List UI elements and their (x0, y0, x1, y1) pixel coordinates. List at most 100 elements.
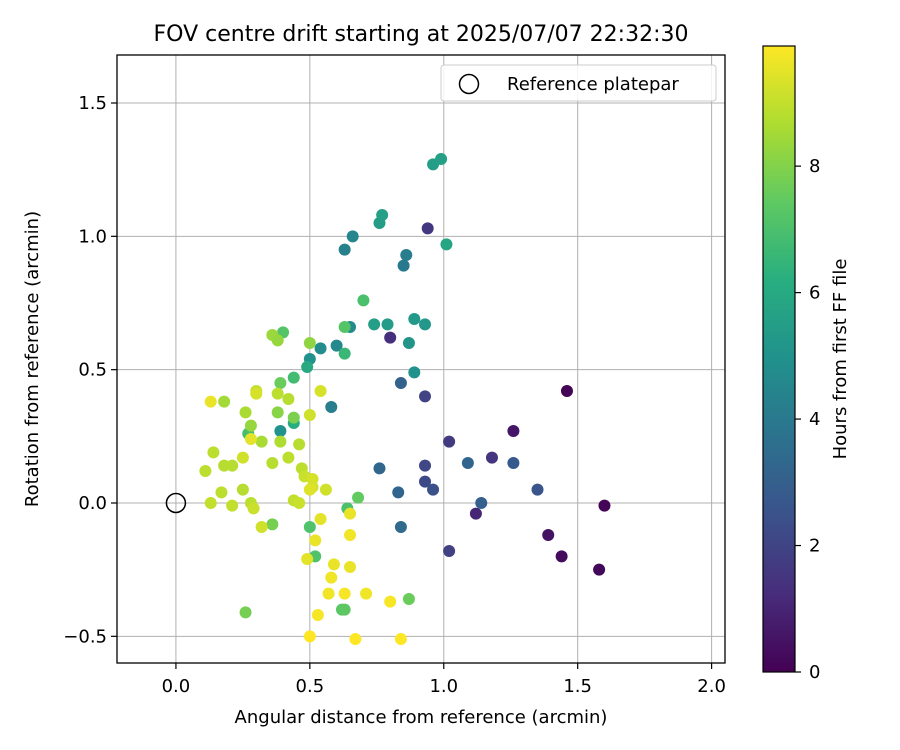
scatter-point (266, 457, 279, 469)
scatter-point (303, 483, 316, 496)
legend-marker-icon (458, 73, 480, 95)
legend-box (440, 64, 717, 102)
scatter-point (485, 451, 498, 464)
scatter-point (239, 606, 252, 619)
grid-lines (117, 55, 725, 663)
scatter-point (314, 385, 327, 397)
x-axis-label: Angular distance from reference (arcmin) (235, 707, 608, 728)
y-axis-ticks: −0.5 0.0 0.5 1.0 1.5 (63, 93, 117, 647)
plot-frame (116, 54, 726, 664)
scatter-point (274, 425, 287, 437)
scatter-point (344, 529, 357, 541)
scatter-point (397, 259, 410, 272)
scatter-point (373, 462, 386, 475)
scatter-point (402, 593, 415, 605)
scatter-point (327, 558, 340, 571)
scatter-point (360, 587, 373, 600)
scatter-point (271, 406, 284, 419)
scatter-point (427, 483, 440, 496)
scatter-point (394, 377, 407, 389)
scatter-point (293, 497, 306, 509)
colorbar-tick-label: 2 (809, 536, 820, 557)
scatter-point (311, 609, 324, 621)
scatter-point (207, 446, 220, 459)
scatter-point (408, 313, 421, 325)
scatter-point (338, 321, 351, 333)
y-axis-label: Rotation from reference (arcmin) (22, 211, 43, 507)
scatter-point (255, 521, 268, 533)
scatter-point (325, 401, 338, 413)
scatter-point (244, 419, 257, 432)
scatter-point (330, 339, 343, 352)
scatter-point (542, 529, 555, 541)
scatter-point (236, 483, 249, 496)
scatter-point (507, 457, 520, 469)
scatter-point (394, 633, 407, 645)
scatter-point (303, 409, 316, 421)
scatter-point (419, 318, 432, 331)
scatter-point (419, 475, 432, 488)
scatter-point (319, 483, 332, 496)
scatter-point (309, 534, 322, 547)
scatter-point (204, 395, 217, 408)
scatter-point (507, 425, 520, 437)
chart-title: FOV centre drift starting at 2025/07/07 … (154, 22, 689, 47)
colorbar-tick-label: 4 (809, 409, 820, 430)
scatter-point (435, 153, 448, 165)
x-tick-label: 0.5 (296, 676, 325, 697)
scatter-point (338, 243, 351, 256)
scatter-point (475, 497, 488, 509)
scatter-point (314, 513, 327, 525)
scatter-point (325, 571, 338, 584)
y-tick-label: −0.5 (63, 626, 107, 647)
scatter-point (250, 387, 263, 400)
scatter-point (287, 411, 300, 424)
scatter-point (461, 457, 474, 469)
scatter-point (419, 459, 432, 472)
colorbar-tick-label: 6 (809, 283, 820, 304)
scatter-point (226, 459, 239, 472)
colorbar-tick-label: 8 (809, 156, 820, 177)
scatter-point (402, 337, 415, 349)
y-tick-label: 0.0 (78, 493, 107, 514)
colorbar-ticks: 0 2 4 6 8 (795, 156, 820, 683)
y-tick-label: 0.5 (78, 360, 107, 381)
scatter-point (400, 249, 413, 261)
scatter-point (531, 483, 544, 496)
scatter-point (357, 294, 370, 307)
scatter-point (443, 435, 456, 448)
scatter-point (368, 318, 381, 331)
scatter-point (381, 318, 394, 331)
y-tick-label: 1.5 (78, 93, 107, 114)
scatter-point (282, 451, 295, 464)
scatter-point (255, 435, 268, 448)
scatter-point (314, 342, 327, 355)
scatter-point (226, 499, 239, 512)
scatter-point (598, 499, 611, 512)
scatter-point (271, 387, 284, 400)
scatter-point (282, 393, 295, 405)
legend-entry-reference: Reference platepar (507, 74, 679, 95)
scatter-point (443, 545, 456, 557)
scatter-point (322, 587, 335, 600)
scatter-point (346, 230, 359, 243)
scatter-point (392, 486, 405, 499)
scatter-point (555, 550, 568, 563)
colorbar-tick-label: 0 (809, 662, 820, 683)
scatter-point (293, 438, 306, 451)
scatter-point (199, 465, 212, 477)
scatter-point (338, 603, 351, 616)
reference-platepar-marker (165, 492, 187, 514)
scatter-point (421, 222, 434, 235)
colorbar: 0 2 4 6 8 Hours from first FF file (762, 45, 851, 683)
scatter-point (204, 497, 217, 509)
scatter-point (560, 385, 573, 397)
scatter-point (349, 633, 362, 645)
colorbar-label: Hours from first FF file (830, 259, 851, 460)
scatter-point (303, 337, 316, 349)
scatter-point (394, 521, 407, 533)
scatter-point (274, 435, 287, 448)
scatter-point (344, 561, 357, 573)
scatter-point (376, 209, 389, 221)
